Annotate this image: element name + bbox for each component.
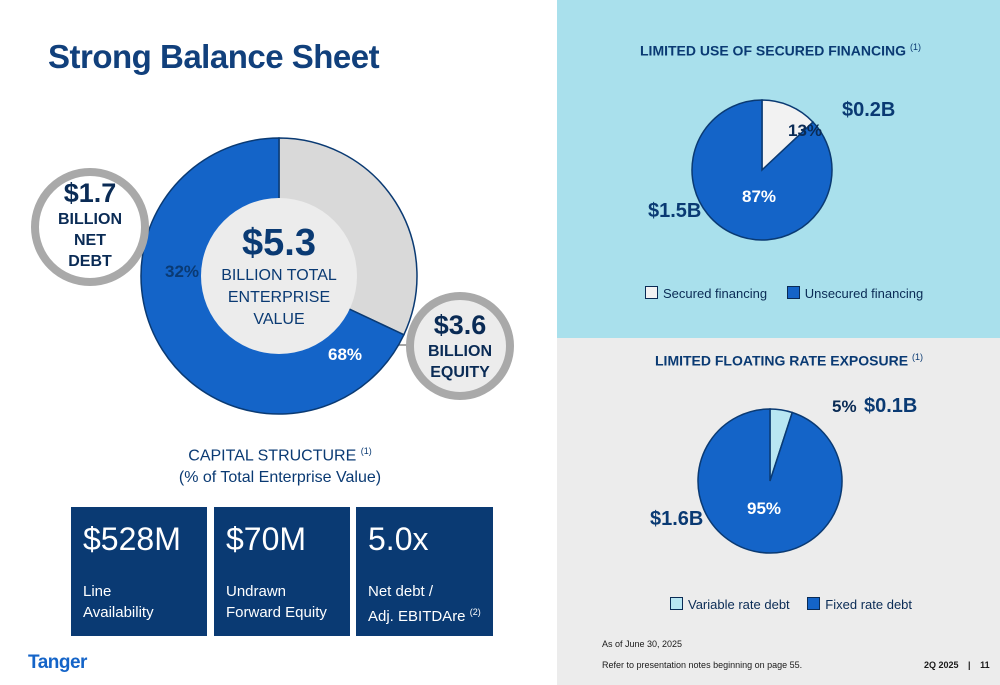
stat-value: $70M — [226, 521, 307, 557]
secured-title-text: LIMITED USE OF SECURED FINANCING — [640, 42, 907, 59]
stat-label-line2: Forward Equity — [226, 604, 327, 621]
page-title: Strong Balance Sheet — [48, 38, 380, 75]
secured-title-footnote: (1) — [910, 42, 922, 52]
stat-label-line2: Availability — [83, 604, 154, 621]
legend-swatch-variable — [670, 597, 683, 610]
pie-slice-secured — [761, 99, 815, 172]
legend-label-fixed: Fixed rate debt — [825, 597, 913, 612]
stat-value: $528M — [83, 521, 181, 557]
floating-rate-chart — [697, 408, 843, 554]
secured-pct-label: 13% — [788, 121, 823, 140]
pie-slice-unsecured — [691, 99, 833, 241]
stat-label-line2: Adj. EBITDAre — [368, 608, 466, 625]
caption-line2: (% of Total Enterprise Value) — [178, 469, 382, 487]
unsecured-amount: $1.5B — [648, 200, 702, 222]
legend-label-secured: Secured financing — [663, 286, 768, 301]
equity-line2: EQUITY — [430, 364, 490, 381]
secured-amount: $0.2B — [842, 99, 896, 121]
fixed-amount: $1.6B — [650, 508, 704, 530]
footer-period-text: 2Q 2025 — [924, 660, 959, 670]
variable-amount: $0.1B — [864, 395, 918, 417]
footer-asof: As of June 30, 2025 — [602, 639, 683, 649]
legend-item-secured: Secured financing — [645, 286, 767, 301]
floating-title-text: LIMITED FLOATING RATE EXPOSURE — [655, 352, 909, 369]
net-debt-value: $1.7 — [63, 178, 117, 208]
enterprise-value-label: $5.3 BILLION TOTAL ENTERPRISE VALUE — [204, 222, 354, 331]
equity-label: $3.6 BILLION EQUITY — [405, 310, 515, 383]
legend-label-unsecured: Unsecured financing — [804, 286, 924, 301]
enterprise-value: $5.3 — [242, 222, 316, 264]
donut-label-net-debt: 32% — [165, 262, 200, 281]
capital-structure-chart — [31, 137, 514, 415]
net-debt-label: $1.7 BILLION NET DEBT — [35, 178, 145, 272]
net-debt-bubble — [31, 168, 149, 286]
stat-box-line-availability: $528M Line Availability — [71, 507, 207, 636]
equity-line1: BILLION — [428, 343, 492, 360]
stat-label-line1: Line — [83, 583, 112, 600]
floating-title-footnote: (1) — [912, 352, 924, 362]
donut-hole — [201, 198, 357, 354]
page-number: 11 — [980, 660, 990, 670]
equity-value: $3.6 — [433, 310, 487, 340]
legend-swatch-unsecured — [786, 286, 800, 299]
footer-separator: | — [968, 660, 971, 670]
enterprise-line1: BILLION TOTAL — [221, 267, 337, 284]
unsecured-pct-label: 87% — [742, 187, 777, 206]
stat-label-line1: Undrawn — [226, 583, 287, 600]
pie-slice-fixed — [697, 408, 843, 554]
stat-label: Net debt / Adj. EBITDAre (2) — [368, 581, 481, 627]
floating-legend: Variable rate debt Fixed rate debt — [670, 597, 912, 612]
stat-label-line1: Net debt / — [368, 583, 434, 600]
enterprise-line3: VALUE — [253, 311, 305, 328]
legend-item-unsecured: Unsecured financing — [786, 286, 924, 301]
secured-financing-chart — [691, 99, 833, 241]
footer-period: 2Q 2025 | 11 — [924, 660, 990, 670]
stat-box-net-debt-ebitdare: 5.0x Net debt / Adj. EBITDAre (2) — [356, 507, 493, 636]
enterprise-line2: ENTERPRISE — [227, 289, 331, 306]
stat-value: 5.0x — [368, 521, 429, 557]
secured-panel-title: LIMITED USE OF SECURED FINANCING (1) — [640, 42, 921, 59]
fixed-pct-label: 95% — [747, 499, 782, 518]
net-debt-line2: NET — [74, 232, 106, 249]
equity-bubble — [406, 292, 514, 400]
stat-footnote: (2) — [469, 607, 481, 617]
legend-swatch-fixed — [807, 597, 821, 610]
net-debt-line3: DEBT — [68, 253, 112, 270]
legend-item-variable: Variable rate debt — [670, 597, 790, 612]
tanger-logo[interactable]: Tanger — [28, 652, 87, 673]
stat-label: Line Availability — [83, 581, 154, 623]
capital-structure-caption: CAPITAL STRUCTURE (1) (% of Total Enterp… — [160, 440, 400, 489]
variable-pct-label: 5% — [832, 397, 857, 416]
legend-label-variable: Variable rate debt — [688, 597, 790, 612]
donut-label-equity: 68% — [328, 345, 363, 364]
caption-footnote: (1) — [360, 446, 372, 456]
stat-box-forward-equity: $70M Undrawn Forward Equity — [214, 507, 350, 636]
legend-item-fixed: Fixed rate debt — [807, 597, 912, 612]
stat-label: Undrawn Forward Equity — [226, 581, 327, 623]
secured-legend: Secured financing Unsecured financing — [645, 286, 923, 301]
floating-panel-title: LIMITED FLOATING RATE EXPOSURE (1) — [655, 352, 923, 369]
net-debt-line1: BILLION — [58, 211, 122, 228]
footer-note: Refer to presentation notes beginning on… — [602, 660, 803, 670]
caption-line1: CAPITAL STRUCTURE — [188, 447, 357, 465]
legend-swatch-secured — [645, 286, 658, 299]
